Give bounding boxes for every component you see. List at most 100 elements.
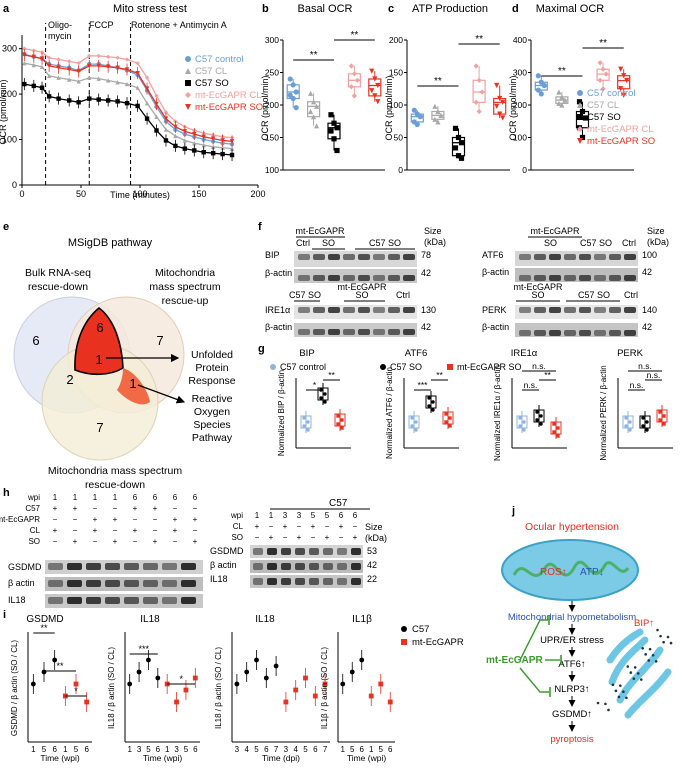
data-point [319, 396, 323, 400]
blot-band [388, 254, 400, 260]
callout-ros-4: Pathway [192, 432, 233, 444]
blot-band [295, 548, 305, 555]
i-xtick: 3 [284, 745, 289, 754]
h-wpi: 1 [93, 493, 98, 502]
data-point [645, 420, 649, 424]
data-point [473, 63, 479, 69]
data-point [174, 699, 179, 705]
blot-bands [298, 254, 636, 336]
ylabel-a: OCR (pmol/min) [0, 79, 8, 144]
ylabel-c: OCR (pmol/min) [384, 75, 394, 140]
data-point [46, 73, 52, 79]
f-perk-ctrl: Ctrl [624, 290, 638, 300]
data-point [96, 53, 101, 59]
blot-band [388, 329, 400, 335]
legend-marker [577, 126, 583, 132]
data-point [39, 64, 45, 70]
ribosome-dot [614, 689, 618, 693]
data-point [438, 112, 444, 118]
j-ros: ROS↑ [540, 567, 567, 578]
data-point [154, 114, 159, 120]
data-point [173, 143, 178, 149]
data-point [229, 139, 235, 144]
y-tick-label: 200 [513, 100, 527, 110]
data-point [518, 424, 522, 428]
data-point [624, 78, 630, 84]
legend-marker [185, 80, 191, 86]
blot-band [267, 548, 277, 555]
data-point [311, 114, 317, 120]
blot-band [313, 307, 325, 313]
h-cell: − [353, 522, 358, 531]
data-point [414, 121, 420, 128]
y-tick-label: 250 [265, 68, 279, 78]
blot-band [351, 563, 361, 570]
data-point [624, 424, 628, 428]
i-xtick: 6 [193, 745, 198, 754]
sig-label: ** [351, 30, 359, 41]
ribosome-dot [659, 634, 662, 638]
i-xtick: 3 [174, 745, 179, 754]
i-xtick: 6 [156, 745, 161, 754]
blot-band [594, 307, 606, 313]
ribosome-dot [651, 653, 655, 657]
y-tick-label: 150 [389, 68, 403, 78]
data-point [444, 412, 448, 416]
y-tick-label: 50 [394, 133, 404, 143]
data-point [431, 408, 435, 412]
ribosome-dot [617, 695, 621, 699]
data-point [31, 48, 36, 53]
data-point [163, 138, 169, 143]
h-blot-actin-2: β actin [210, 560, 237, 570]
h-row2-label: wpi [230, 511, 243, 520]
blot-band [609, 307, 621, 313]
h-cell: − [283, 533, 288, 542]
circle2-label-2: mass spectrum [149, 281, 220, 293]
data-point [46, 63, 52, 69]
ribosome-dot [619, 684, 622, 687]
data-point [411, 107, 417, 113]
f-perk-so: SO [531, 290, 544, 300]
h-cell: − [193, 504, 198, 513]
data-point [135, 85, 140, 90]
f-kda-1: (kDa) [424, 237, 446, 247]
plot-c: 0 50 100 150 200 ** ** [389, 34, 510, 175]
f-ire-so: SO [355, 290, 368, 300]
legend-marker [185, 104, 191, 110]
data-point [31, 83, 36, 89]
blot-band [609, 275, 621, 281]
blot-band [403, 254, 415, 260]
data-point [431, 400, 435, 404]
data-point [67, 59, 72, 64]
data-point [375, 99, 381, 105]
data-point [105, 64, 111, 70]
data-point [201, 150, 206, 155]
h-cell: + [269, 533, 274, 542]
data-point [124, 81, 130, 87]
data-point [293, 105, 299, 111]
blot-band [519, 275, 531, 281]
data-point [283, 699, 289, 705]
data-point [359, 657, 365, 663]
data-point [287, 76, 293, 82]
h-wpi: 1 [73, 493, 78, 502]
f-blot-atf6: ATF6 [482, 250, 503, 260]
data-point [351, 93, 357, 99]
data-point [375, 82, 381, 89]
data-point [293, 89, 299, 95]
h-wpi2: 5 [311, 511, 316, 520]
g-legend-so: C57 SO [390, 362, 422, 372]
blot-band [343, 275, 355, 281]
data-point [458, 155, 465, 161]
h-blot2-actin [250, 560, 363, 573]
ribosome-dot [626, 665, 630, 668]
blot-band [519, 307, 531, 313]
data-point [182, 129, 188, 134]
h-cell: + [73, 537, 78, 546]
h-size-42: 42 [367, 560, 377, 570]
y-tick-label: 100 [2, 135, 17, 145]
data-point [244, 669, 250, 675]
callout-ros-1: Reactive [192, 393, 233, 405]
ribosome-dot [629, 671, 633, 674]
data-point [163, 127, 169, 132]
